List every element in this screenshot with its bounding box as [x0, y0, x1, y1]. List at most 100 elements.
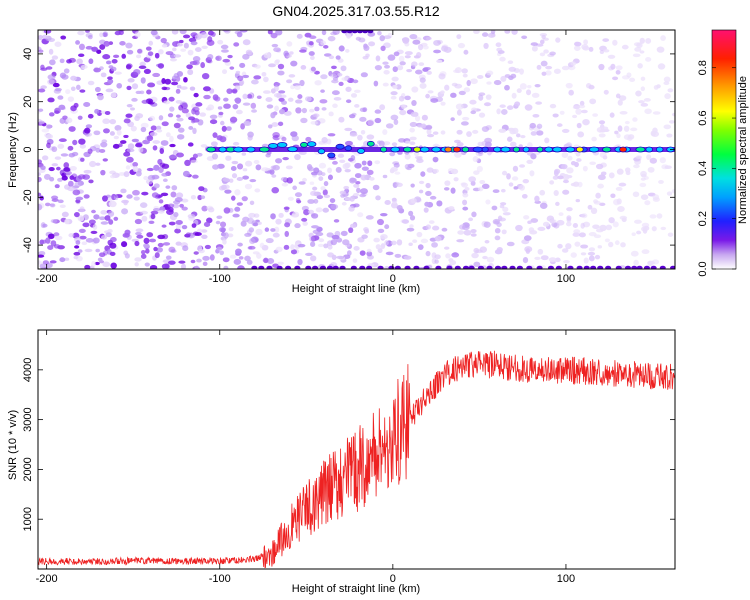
heatmap-cell: [391, 197, 397, 202]
heatmap-cell: [165, 51, 174, 56]
zero-line-cell: [522, 146, 530, 153]
heatmap-cell: [290, 131, 298, 137]
heatmap-cell: [235, 109, 243, 115]
heatmap-cell: [534, 83, 541, 88]
heatmap-cell: [87, 113, 94, 119]
heatmap-cell: [486, 70, 494, 76]
heatmap-cell: [450, 117, 455, 122]
heatmap-cell: [391, 142, 398, 147]
heatmap-cell: [621, 44, 629, 50]
x-tick-label: 100: [557, 573, 575, 585]
heatmap-edge-cell: [367, 30, 374, 34]
heatmap-cell: [161, 121, 169, 127]
heatmap-cell: [75, 240, 81, 245]
heatmap-cell: [74, 181, 82, 188]
heatmap-cell: [463, 229, 472, 236]
heatmap-cell: [645, 38, 652, 44]
heatmap-cell: [267, 124, 273, 129]
heatmap-cell: [157, 210, 165, 214]
heatmap-cell: [110, 262, 117, 269]
heatmap-cell: [385, 123, 394, 129]
heatmap-cell: [173, 122, 181, 129]
heatmap-cell: [175, 192, 184, 199]
heatmap-cell: [366, 169, 374, 175]
heatmap-cell: [139, 210, 148, 215]
heatmap-cell: [248, 227, 255, 233]
heatmap-cell: [352, 79, 359, 84]
heatmap-cell: [637, 63, 643, 69]
heatmap-cell: [96, 49, 102, 54]
x-tick-label: 100: [557, 273, 575, 285]
heatmap-cell: [105, 232, 112, 238]
heatmap-cell: [270, 213, 276, 220]
heatmap-cell: [69, 175, 75, 180]
heatmap-cell: [238, 256, 244, 260]
heatmap-cell: [104, 215, 111, 221]
heatmap-cell: [232, 88, 238, 94]
heatmap-cell: [583, 257, 589, 264]
heatmap-cell: [232, 141, 240, 146]
heatmap-cell: [317, 243, 324, 248]
heatmap-cell: [275, 218, 282, 225]
heatmap-cell: [559, 110, 565, 115]
heatmap-cell: [652, 111, 661, 115]
heatmap-cell: [109, 119, 117, 125]
heatmap-cell: [561, 128, 570, 133]
heatmap-edge-cell: [423, 265, 430, 269]
heatmap-cell: [216, 215, 223, 220]
heatmap-cell: [498, 128, 507, 133]
heatmap-cell: [649, 157, 658, 164]
heatmap-cell: [561, 163, 568, 170]
heatmap-cell: [126, 49, 134, 55]
heatmap-cell: [506, 173, 511, 180]
heatmap-cell: [531, 45, 538, 52]
heatmap-cell: [272, 232, 280, 238]
heatmap-cell: [359, 193, 367, 198]
heatmap-cell: [264, 227, 270, 232]
heatmap-cell: [420, 123, 427, 129]
heatmap-cell: [131, 83, 139, 90]
heatmap-y-ticks: -40 -20 0 20 40: [22, 48, 675, 253]
heatmap-cell: [335, 166, 342, 173]
heatmap-cell: [328, 55, 335, 60]
heatmap-cell: [532, 113, 540, 118]
heatmap-cell: [567, 155, 573, 161]
heatmap-cell: [174, 228, 181, 234]
heatmap-cell: [313, 198, 319, 204]
heatmap-cell: [466, 79, 471, 87]
y-tick-label: 1000: [22, 507, 34, 531]
heatmap-cell: [290, 60, 298, 67]
heatmap-cell: [450, 92, 457, 98]
heatmap-cell: [121, 53, 127, 59]
heatmap-cell: [448, 206, 455, 211]
heatmap-cell: [231, 160, 239, 165]
heatmap-cell: [331, 65, 337, 70]
heatmap-cell: [580, 222, 585, 229]
heatmap-cell: [617, 205, 625, 212]
heatmap-cell: [588, 232, 597, 237]
heatmap-cell: [286, 177, 293, 184]
heatmap-cell: [283, 110, 292, 116]
heatmap-cell: [390, 114, 399, 121]
heatmap-cell: [281, 136, 287, 142]
heatmap-cell: [38, 192, 42, 197]
heatmap-cell: [553, 169, 559, 177]
heatmap-cell: [436, 59, 443, 63]
heatmap-cell: [540, 60, 548, 67]
heatmap-cell: [113, 194, 119, 201]
heatmap-edge-cell: [670, 265, 675, 269]
heatmap-cell: [75, 40, 80, 45]
heatmap-cell: [49, 260, 57, 264]
zero-line-cell: [655, 146, 664, 153]
heatmap-cell: [327, 35, 336, 42]
heatmap-cell: [87, 148, 93, 154]
heatmap-cell: [310, 55, 315, 60]
heatmap-cell: [499, 104, 506, 108]
heatmap-cell: [427, 90, 434, 94]
heatmap-cell: [423, 66, 431, 71]
heatmap-cell: [612, 221, 619, 228]
heatmap-cell: [608, 172, 615, 179]
heatmap-cell: [332, 30, 340, 35]
heatmap-cell: [294, 85, 301, 90]
heatmap-cell: [409, 121, 418, 128]
